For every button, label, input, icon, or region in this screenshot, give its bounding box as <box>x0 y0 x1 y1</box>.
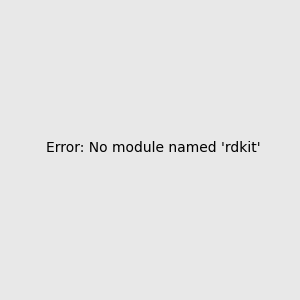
Text: Error: No module named 'rdkit': Error: No module named 'rdkit' <box>46 140 261 154</box>
